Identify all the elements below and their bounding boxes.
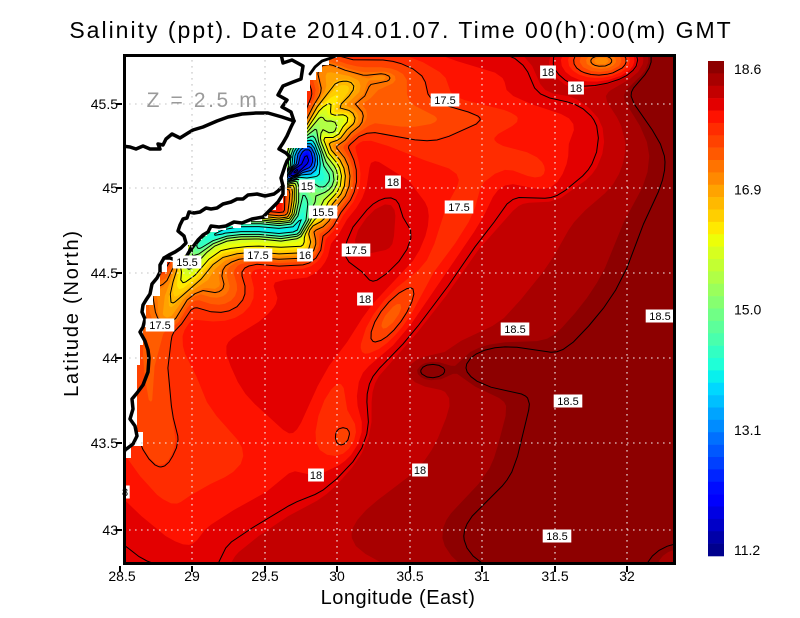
svg-text:44.5: 44.5 bbox=[91, 265, 118, 281]
svg-text:18: 18 bbox=[310, 470, 322, 482]
svg-text:31.5: 31.5 bbox=[541, 568, 568, 584]
svg-text:43.5: 43.5 bbox=[91, 435, 118, 451]
svg-text:15.0: 15.0 bbox=[734, 302, 761, 318]
svg-text:31: 31 bbox=[474, 568, 490, 584]
svg-text:17.5: 17.5 bbox=[247, 250, 268, 262]
svg-text:17.5: 17.5 bbox=[149, 320, 170, 332]
svg-text:18: 18 bbox=[542, 67, 554, 79]
svg-text:16.9: 16.9 bbox=[734, 181, 761, 197]
svg-text:18.5: 18.5 bbox=[504, 324, 525, 336]
svg-text:18.5: 18.5 bbox=[557, 396, 578, 408]
svg-text:18: 18 bbox=[414, 465, 426, 477]
svg-text:45.5: 45.5 bbox=[91, 96, 118, 112]
svg-text:15.5: 15.5 bbox=[176, 257, 197, 269]
svg-text:43: 43 bbox=[102, 522, 118, 538]
svg-text:44: 44 bbox=[102, 350, 118, 366]
svg-text:Z = 2.5 m: Z = 2.5 m bbox=[147, 89, 260, 112]
svg-text:17.5: 17.5 bbox=[434, 95, 455, 107]
svg-text:45: 45 bbox=[102, 180, 118, 196]
svg-text:16: 16 bbox=[299, 250, 311, 262]
svg-text:32: 32 bbox=[619, 568, 635, 584]
svg-text:18.5: 18.5 bbox=[546, 531, 567, 543]
svg-text:Latitude (North): Latitude (North) bbox=[61, 229, 83, 397]
svg-text:30: 30 bbox=[329, 568, 345, 584]
svg-text:18.6: 18.6 bbox=[734, 61, 761, 77]
svg-text:18: 18 bbox=[387, 177, 399, 189]
svg-text:13.1: 13.1 bbox=[734, 422, 761, 438]
svg-text:29: 29 bbox=[184, 568, 200, 584]
svg-text:17.5: 17.5 bbox=[448, 202, 469, 214]
svg-text:29.5: 29.5 bbox=[251, 568, 278, 584]
svg-text:18: 18 bbox=[570, 83, 582, 95]
svg-text:11.2: 11.2 bbox=[734, 542, 760, 558]
svg-text:18.5: 18.5 bbox=[649, 311, 670, 323]
svg-text:30.5: 30.5 bbox=[396, 568, 423, 584]
svg-text:15: 15 bbox=[301, 181, 313, 193]
svg-text:28.5: 28.5 bbox=[108, 568, 135, 584]
svg-text:Salinity (ppt). Date 2014.01.0: Salinity (ppt). Date 2014.01.07. Time 00… bbox=[69, 17, 732, 43]
svg-text:15.5: 15.5 bbox=[312, 207, 333, 219]
svg-text:Longitude (East): Longitude (East) bbox=[321, 587, 476, 609]
svg-text:17.5: 17.5 bbox=[345, 245, 366, 257]
svg-text:18: 18 bbox=[359, 294, 371, 306]
